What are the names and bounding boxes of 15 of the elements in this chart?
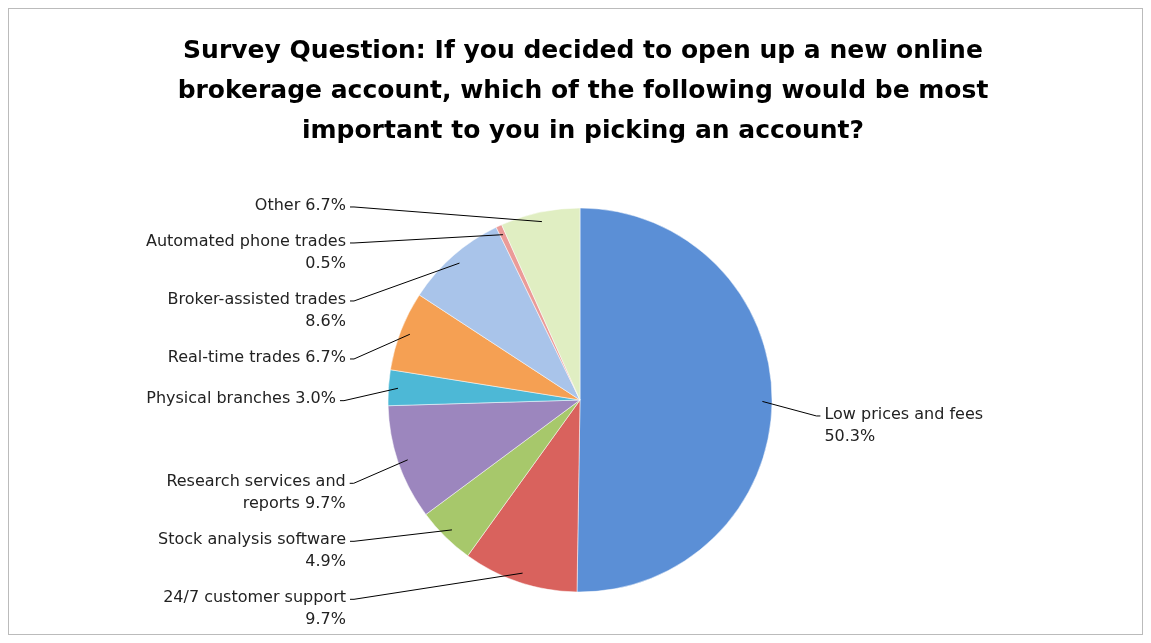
data-label: 4.9% <box>305 551 346 570</box>
slice-label: Real-time trades 6.7% <box>167 346 346 366</box>
slice-label: Research services and reports 9.7% <box>166 471 346 512</box>
chart-title: Survey Question: If you decided to open up a new online brokerage account, which of the following would be most important to you in picking an account? <box>177 35 989 144</box>
data-label: 50.3% <box>824 425 876 445</box>
slice-label: Broker-assisted trades <box>167 288 346 308</box>
slice-label: Other 6.7% <box>254 194 346 214</box>
slice-label: 24/7 customer support <box>163 587 346 606</box>
slice-label: Stock analysis software <box>158 529 346 548</box>
data-label: 0.5% <box>305 252 346 272</box>
slice-label: Automated phone trades <box>145 230 346 250</box>
data-label: 9.7% <box>305 609 346 628</box>
slice-label: Physical branches 3.0% <box>146 388 336 408</box>
slice-label: Low prices and fees <box>824 403 984 423</box>
data-label: 8.6% <box>305 310 346 330</box>
